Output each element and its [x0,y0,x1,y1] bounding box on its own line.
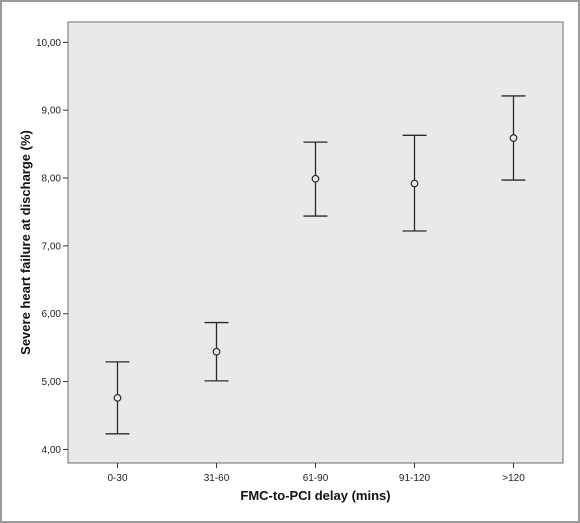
data-marks [105,95,526,435]
x-tick-label: >120 [502,473,525,484]
y-tick-label: 6,00 [42,309,62,320]
mean-point [509,134,518,142]
mean-point [410,179,419,188]
mean-point [113,393,122,402]
y-tick-label: 7,00 [42,241,62,252]
x-tick-label: 91-120 [399,473,431,484]
x-tick-label: 61-90 [303,473,329,484]
y-tick-label: 10,00 [36,38,61,49]
mean-point [212,347,221,356]
y-tick-label: 9,00 [42,106,62,117]
y-tick-label: 5,00 [42,377,62,388]
x-tick-label: 0-30 [107,473,127,484]
plot-area [67,21,564,464]
x-tick-label: 31-60 [204,473,230,484]
mean-point [311,174,320,183]
x-axis-title: FMC-to-PCI delay (mins) [240,488,390,503]
y-tick-label: 4,00 [42,445,62,456]
x-axis: 0-30 31-60 61-90 91-120 >120 [107,463,525,484]
y-axis-title: Severe heart failure at discharge (%) [18,130,33,355]
y-axis: 4,00 5,00 6,00 7,00 8,00 9,00 10,00 [36,38,68,456]
y-tick-label: 8,00 [42,174,62,185]
